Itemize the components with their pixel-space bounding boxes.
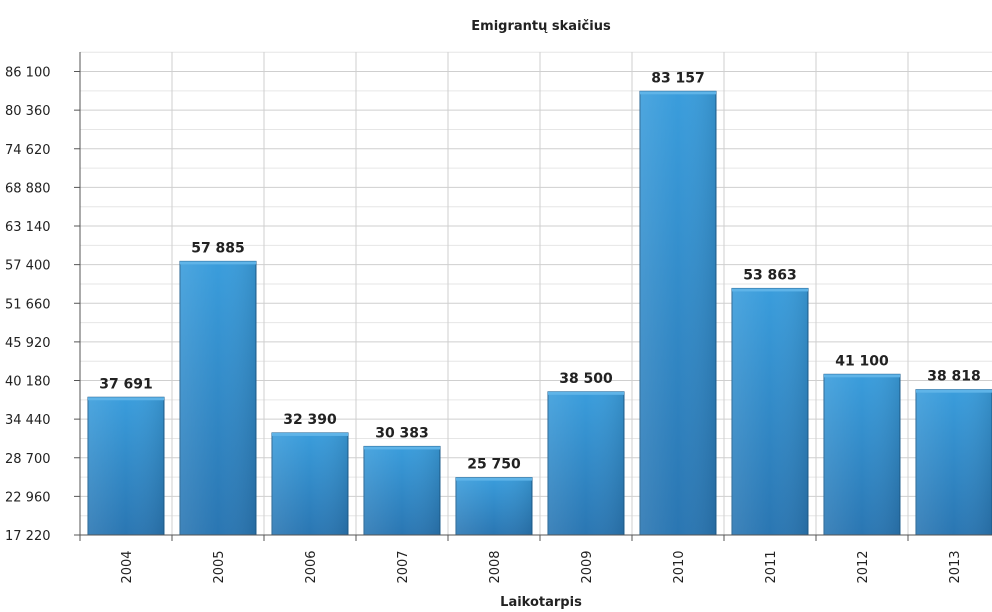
- bar-top-edge: [272, 432, 348, 436]
- bar-shine: [916, 389, 992, 535]
- y-tick-label: 51 660: [5, 297, 51, 312]
- bar-shine: [640, 91, 716, 535]
- data-label: 83 157: [651, 70, 705, 86]
- bar-top-edge: [824, 374, 900, 378]
- y-tick-label: 22 960: [5, 490, 51, 505]
- data-label: 38 818: [927, 369, 981, 385]
- bar-shine: [272, 432, 348, 535]
- bar-shine: [548, 391, 624, 535]
- bar-shine: [88, 397, 164, 535]
- bar-top-edge: [364, 446, 440, 450]
- y-tick-label: 63 140: [5, 220, 51, 235]
- x-tick-label: 2008: [488, 550, 503, 583]
- axes: 17 220 22 960 28 700 34 440 40 180 45 920 51 6…: [5, 52, 992, 584]
- data-label: 37 691: [99, 376, 153, 392]
- y-tick-label: 57 400: [5, 259, 51, 274]
- bar-top-edge: [640, 91, 716, 95]
- x-tick-label: 2009: [580, 550, 595, 583]
- x-tick-label: 2011: [764, 550, 779, 583]
- bar-shine: [732, 288, 808, 535]
- x-tick-label: 2006: [304, 550, 319, 583]
- data-label: 57 885: [191, 240, 245, 256]
- x-tick-label: 2007: [396, 550, 411, 583]
- y-tick-label: 34 440: [5, 413, 51, 428]
- bar-top-edge: [548, 391, 624, 395]
- chart-title: Emigrantų skaičius: [471, 19, 611, 34]
- data-labels: 37 691 57 885 32 390 30 383 25 750 38 500 83 1…: [99, 70, 981, 472]
- bar-top-edge: [456, 477, 532, 481]
- y-tick-label: 17 220: [5, 529, 51, 544]
- bars: [87, 90, 992, 536]
- data-label: 53 863: [743, 267, 797, 283]
- bar-top-edge: [88, 397, 164, 401]
- bar-shine: [456, 477, 532, 535]
- data-label: 25 750: [467, 457, 521, 473]
- x-tick-label: 2005: [212, 550, 227, 583]
- data-label: 32 390: [283, 412, 337, 428]
- y-tick-label: 40 180: [5, 375, 51, 390]
- data-label: 41 100: [835, 353, 889, 369]
- bar-top-edge: [732, 288, 808, 292]
- y-tick-label: 86 100: [5, 66, 51, 81]
- x-tick-label: 2012: [856, 550, 871, 583]
- y-tick-label: 68 880: [5, 181, 51, 196]
- data-label: 30 383: [375, 425, 429, 441]
- bar-top-edge: [180, 261, 256, 265]
- x-tick-label: 2004: [120, 550, 135, 583]
- y-tick-label: 80 360: [5, 104, 51, 119]
- bar-shine: [180, 261, 256, 535]
- x-tick-label: 2010: [672, 550, 687, 583]
- x-tick-label: 2013: [948, 550, 963, 583]
- bar-top-edge: [916, 389, 992, 393]
- bar-shine: [824, 374, 900, 535]
- x-axis-label: Laikotarpis: [500, 595, 582, 610]
- bar-shine: [364, 446, 440, 535]
- data-label: 38 500: [559, 371, 613, 387]
- y-tick-label: 45 920: [5, 336, 51, 351]
- y-tick-label: 28 700: [5, 452, 51, 467]
- y-tick-label: 74 620: [5, 143, 51, 158]
